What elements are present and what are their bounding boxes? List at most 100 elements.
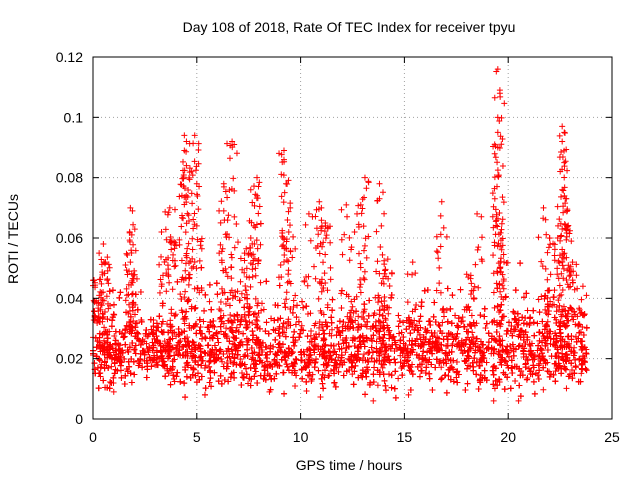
data-point [471,296,478,303]
data-point [556,326,563,333]
data-point [237,318,244,325]
data-point [128,379,135,386]
data-point [183,373,190,380]
data-point [552,378,559,385]
data-point [298,322,305,329]
data-point [121,381,128,388]
data-point [268,315,275,322]
data-point [177,378,184,385]
data-point [397,337,404,344]
data-point [465,353,472,360]
data-point [544,368,551,375]
data-point [340,372,347,379]
data-point [238,382,245,389]
data-point [388,294,395,301]
data-point [260,306,267,313]
data-point [94,364,101,371]
data-point [156,313,163,320]
data-point [201,307,208,314]
data-point [503,331,510,338]
data-point [225,378,232,385]
data-point [299,375,306,382]
data-point [326,330,333,337]
data-point [536,329,543,336]
data-point [504,343,511,350]
data-point [303,303,310,310]
data-point [111,370,118,377]
data-point [206,298,213,305]
data-point [202,291,209,298]
data-point [251,365,258,372]
data-point [303,387,310,394]
data-point [227,374,234,381]
data-point [276,282,283,289]
data-point [388,372,395,379]
data-point [477,338,484,345]
data-point [311,364,318,371]
data-point [238,338,245,345]
data-point [204,342,211,349]
data-point [473,371,480,378]
data-point [109,317,116,324]
data-point [439,375,446,382]
data-point [280,320,287,327]
data-point [313,356,320,363]
data-point [457,286,464,293]
data-point [531,390,538,397]
data-point [447,305,454,312]
data-point [520,320,527,327]
data-point [296,334,303,341]
data-point [197,323,204,330]
data-point [441,372,448,379]
data-point [137,289,144,296]
data-point [284,363,291,370]
data-point [160,358,167,365]
data-point [350,381,357,388]
data-point [134,306,141,313]
data-point [243,365,250,372]
data-point [110,374,117,381]
data-point [563,385,570,392]
data-point [430,313,437,320]
chart-title: Day 108 of 2018, Rate Of TEC Index for r… [183,19,516,35]
grid-lines [93,57,612,419]
data-point [111,332,118,339]
data-point [294,302,301,309]
data-point [250,311,257,318]
data-points [90,66,590,404]
data-point [442,371,449,378]
data-point [578,370,585,377]
data-point [106,288,113,295]
data-point [319,380,326,387]
data-point [298,357,305,364]
data-point [123,292,130,299]
data-point [207,357,214,364]
data-point [379,364,386,371]
data-point [370,379,377,386]
data-point [432,319,439,326]
data-point [317,394,324,401]
data-point [448,320,455,327]
data-point [424,286,431,293]
data-point [100,377,107,384]
data-point [130,358,137,365]
data-point [147,316,154,323]
data-point [338,287,345,294]
data-point [329,307,336,314]
data-point [511,310,518,317]
data-point [524,307,531,314]
data-point [552,368,559,375]
data-point [283,361,290,368]
data-point [117,289,124,296]
data-point [108,363,115,370]
data-point [512,316,519,323]
data-point [175,339,182,346]
data-point [328,326,335,333]
data-point [464,380,471,387]
data-point [175,325,182,332]
data-point [380,334,387,341]
data-point [382,347,389,354]
data-point [315,367,322,374]
data-point [329,296,336,303]
